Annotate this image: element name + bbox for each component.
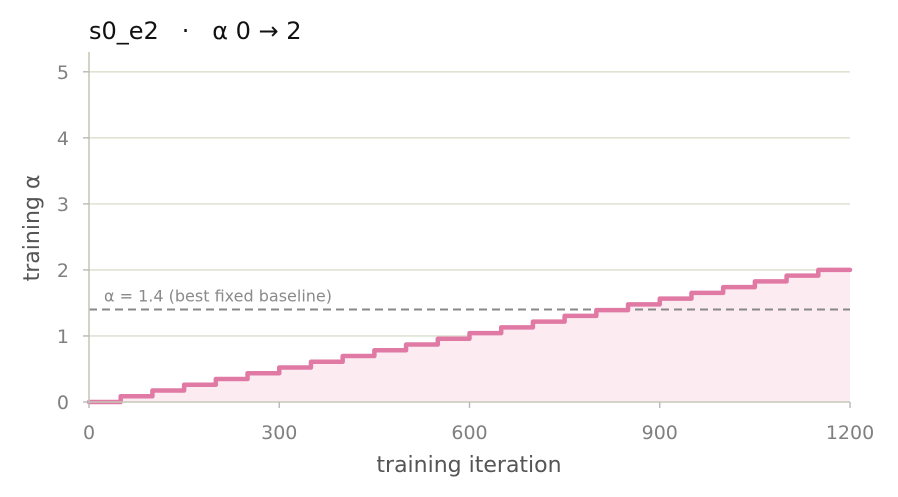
y-tick-label-0: 0 xyxy=(57,392,69,414)
y-tick-label-2: 2 xyxy=(57,260,69,282)
x-tick-label-1200: 1200 xyxy=(826,422,874,444)
x-tick-label-900: 900 xyxy=(642,422,678,444)
x-axis-label: training iteration xyxy=(376,453,561,478)
y-tick-label-5: 5 xyxy=(57,62,69,84)
reference-line-label-0: α = 1.4 (best fixed baseline) xyxy=(104,287,332,306)
x-tick-label-600: 600 xyxy=(451,422,487,444)
chart-title: s0_e2 · α 0 → 2 xyxy=(89,17,302,45)
axes xyxy=(83,52,851,408)
x-tick-label-0: 0 xyxy=(83,422,95,444)
series-group xyxy=(86,267,853,405)
reference-lines: α = 1.4 (best fixed baseline) xyxy=(89,287,850,311)
y-axis-label: training α xyxy=(20,175,45,282)
tick-labels: 0 1 2 3 4 5 0 300 600 900 1200 xyxy=(57,62,874,444)
y-tick-label-1: 1 xyxy=(57,326,69,348)
y-tick-label-3: 3 xyxy=(57,194,69,216)
y-tick-label-4: 4 xyxy=(57,128,69,150)
series-step-line-0 xyxy=(86,267,853,405)
x-tick-label-300: 300 xyxy=(261,422,297,444)
